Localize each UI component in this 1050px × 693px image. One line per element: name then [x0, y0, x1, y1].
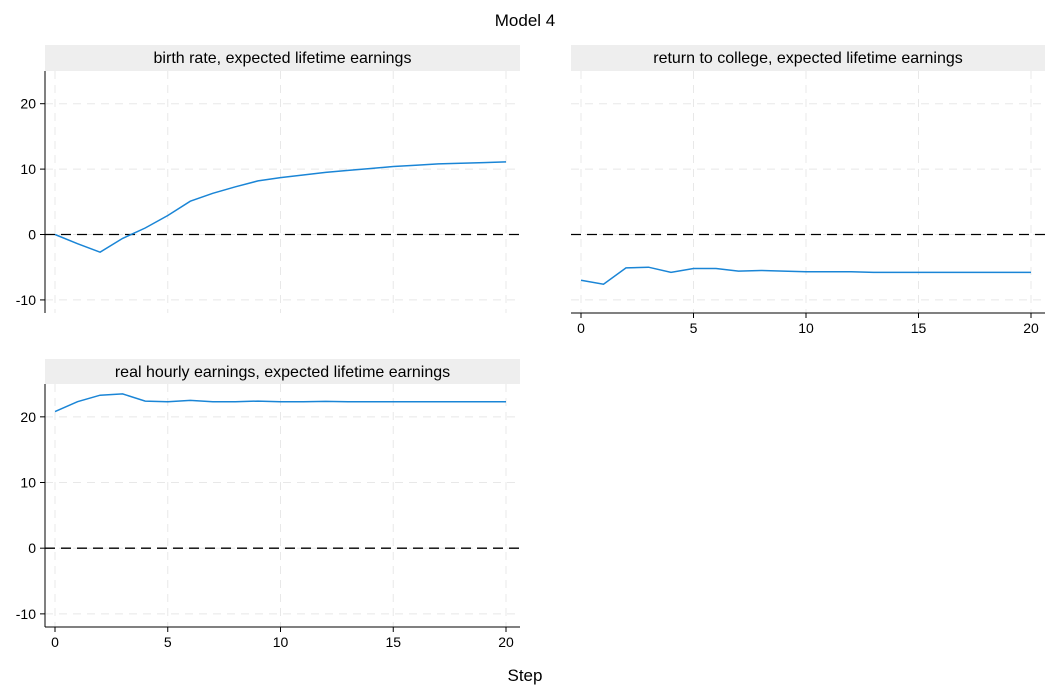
- y-tick-label: 0: [28, 227, 36, 243]
- x-tick-label: 5: [690, 320, 698, 336]
- y-tick-label: 20: [20, 96, 36, 112]
- y-tick-label: -10: [16, 606, 36, 622]
- panel-1: birth rate, expected lifetime earnings -1…: [16, 45, 520, 313]
- series-line: [54, 393, 506, 413]
- y-tick-label: 20: [20, 409, 36, 425]
- figure-xlabel: Step: [508, 666, 543, 685]
- panel-2: return to college, expected lifetime ear…: [571, 45, 1045, 336]
- x-tick-label: 15: [911, 320, 927, 336]
- x-tick-label: 5: [164, 634, 172, 650]
- x-tick-label: 10: [273, 634, 289, 650]
- panel-header-title: return to college, expected lifetime ear…: [653, 50, 963, 67]
- series-line: [54, 161, 507, 254]
- panel-header-title: real hourly earnings, expected lifetime …: [115, 364, 450, 381]
- y-tick-label: -10: [16, 292, 36, 308]
- y-tick-label: 10: [20, 475, 36, 491]
- panel-3: real hourly earnings, expected lifetime …: [16, 359, 520, 650]
- x-tick-label: 0: [51, 634, 59, 650]
- y-tick-label: 0: [28, 540, 36, 556]
- panel-header-title: birth rate, expected lifetime earnings: [154, 50, 412, 67]
- panel-header-bg: [45, 359, 520, 384]
- panels-group: birth rate, expected lifetime earnings -1…: [16, 45, 1045, 650]
- y-tick-label: 10: [20, 161, 36, 177]
- x-tick-label: 20: [1023, 320, 1039, 336]
- panel-header-bg: [45, 45, 520, 71]
- series-line: [580, 266, 1031, 285]
- panel-header-bg: [571, 45, 1045, 71]
- x-tick-label: 15: [385, 634, 401, 650]
- x-tick-label: 10: [798, 320, 814, 336]
- x-tick-label: 20: [498, 634, 514, 650]
- figure-title: Model 4: [495, 11, 555, 30]
- x-tick-label: 0: [577, 320, 585, 336]
